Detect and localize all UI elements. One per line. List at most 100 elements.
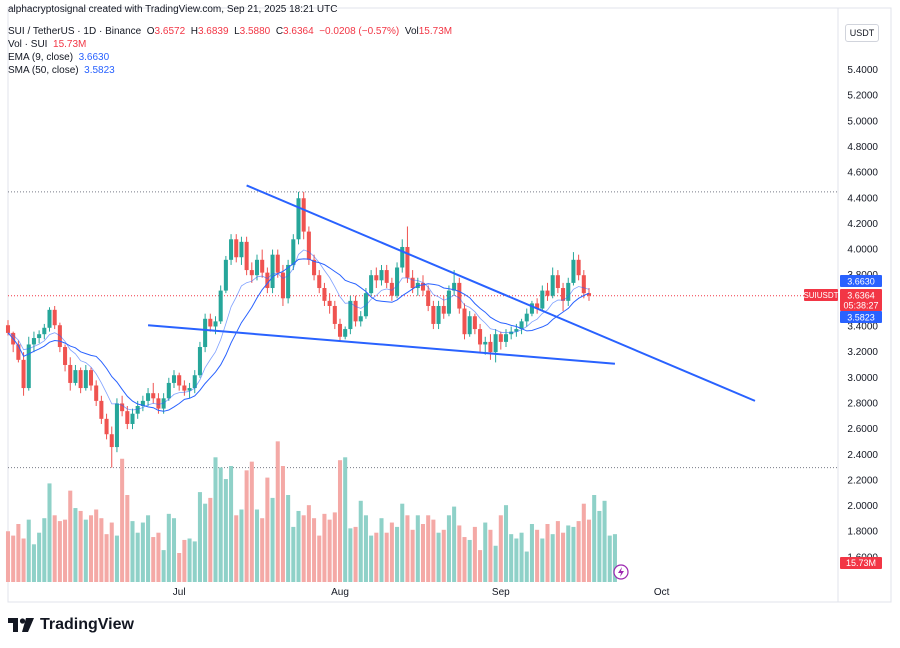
legend-volume[interactable]: Vol · SUI 15.73M bbox=[8, 39, 86, 51]
volume-bar bbox=[182, 539, 187, 582]
candle-body bbox=[223, 259, 228, 291]
volume-bar bbox=[306, 505, 311, 582]
volume-bar bbox=[171, 518, 177, 582]
candle bbox=[384, 264, 389, 289]
candle bbox=[467, 311, 472, 337]
candle bbox=[337, 318, 343, 342]
candle-body bbox=[493, 334, 498, 353]
candle bbox=[177, 372, 182, 391]
ema-label: EMA (9, close) bbox=[8, 52, 74, 63]
candle bbox=[21, 352, 26, 396]
trendlines[interactable] bbox=[147, 184, 756, 402]
currency-button[interactable]: USDT bbox=[845, 24, 879, 42]
candle bbox=[498, 331, 503, 350]
candle bbox=[535, 298, 540, 314]
symbol-tag-bg bbox=[804, 289, 838, 301]
countdown-tag-bg bbox=[840, 299, 882, 311]
volume-bar bbox=[68, 490, 73, 582]
candle-body bbox=[286, 264, 291, 299]
volume-bar bbox=[571, 526, 576, 582]
candle-body bbox=[317, 275, 322, 289]
candle-body bbox=[488, 341, 493, 353]
volume-bar bbox=[327, 519, 332, 582]
candle-body bbox=[99, 400, 104, 419]
alert-lightning-icon[interactable] bbox=[613, 564, 629, 580]
candle-body bbox=[270, 254, 275, 289]
candle bbox=[348, 295, 353, 335]
legend-ohlc: SUI / TetherUS · 1D · Binance O3.6572 H3… bbox=[8, 26, 452, 38]
ema-price-tag: 3.6630 bbox=[847, 277, 875, 287]
volume-bar bbox=[244, 470, 249, 582]
candle bbox=[249, 262, 254, 283]
candle bbox=[472, 313, 477, 335]
candle bbox=[192, 370, 197, 394]
candle-body bbox=[296, 198, 301, 240]
candle-body bbox=[73, 370, 78, 383]
trendline-lower[interactable] bbox=[147, 324, 616, 365]
price-tick-label: 5.4000 bbox=[847, 65, 878, 76]
candle-body bbox=[275, 254, 280, 273]
volume-bar bbox=[514, 538, 519, 582]
time-axis[interactable]: Jul Aug Sep Oct bbox=[173, 587, 670, 598]
price-tick-label: 4.2000 bbox=[847, 219, 878, 230]
candle-body bbox=[446, 290, 451, 314]
candle-body bbox=[68, 364, 73, 383]
candle bbox=[395, 262, 400, 299]
candle bbox=[265, 267, 270, 294]
volume-bar bbox=[140, 522, 145, 582]
candle-body bbox=[254, 259, 260, 276]
volume-bar bbox=[550, 534, 555, 582]
volume-bar bbox=[566, 525, 571, 582]
volume-bar bbox=[540, 538, 545, 582]
trendline-upper[interactable] bbox=[246, 184, 756, 402]
candle bbox=[234, 234, 239, 263]
candle-body bbox=[332, 305, 337, 324]
tradingview-logo-icon bbox=[8, 618, 34, 632]
low-label: L bbox=[234, 26, 240, 37]
volume-bar bbox=[410, 529, 415, 582]
time-tick-label: Sep bbox=[492, 587, 510, 598]
tradingview-logo[interactable]: TradingView bbox=[8, 616, 134, 634]
volume-bar bbox=[561, 532, 566, 582]
candle-body bbox=[576, 259, 581, 276]
volume-bar bbox=[280, 466, 285, 582]
volume-bar bbox=[156, 532, 161, 582]
candle-body bbox=[374, 275, 379, 281]
candle-body bbox=[529, 303, 534, 314]
candle bbox=[317, 270, 322, 294]
candle-body bbox=[192, 375, 197, 389]
candle bbox=[130, 408, 135, 430]
legend-ema[interactable]: EMA (9, close) 3.6630 bbox=[8, 52, 109, 64]
candle-body bbox=[31, 338, 36, 345]
volume-bar bbox=[374, 532, 379, 582]
candle bbox=[140, 395, 145, 412]
candle-body bbox=[229, 239, 234, 260]
candle-body bbox=[260, 259, 265, 273]
candle-body bbox=[208, 318, 213, 327]
candle bbox=[343, 326, 348, 340]
volume-bar bbox=[420, 524, 426, 582]
time-tick-label: Jul bbox=[173, 587, 186, 598]
moving-averages bbox=[7, 249, 590, 412]
volume-bar bbox=[446, 515, 451, 582]
volume-bar bbox=[239, 509, 244, 582]
candle bbox=[374, 267, 379, 289]
candle-body bbox=[16, 344, 21, 360]
volume-bar bbox=[161, 550, 166, 582]
volume-bar bbox=[260, 518, 265, 582]
symbol-title[interactable]: SUI / TetherUS · 1D · Binance bbox=[8, 26, 142, 37]
candle-body bbox=[369, 275, 374, 294]
candle bbox=[550, 267, 555, 299]
legend-sma[interactable]: SMA (50, close) 3.5823 bbox=[8, 65, 115, 77]
candle bbox=[88, 367, 94, 391]
candle-body bbox=[63, 347, 68, 365]
countdown-tag: 05:38:27 bbox=[843, 301, 878, 311]
volume-bar bbox=[265, 477, 270, 582]
candle-body bbox=[343, 329, 348, 337]
volume-bar bbox=[37, 532, 42, 582]
candle-body bbox=[114, 403, 119, 448]
candle bbox=[312, 254, 317, 281]
volume-bar bbox=[503, 505, 509, 582]
